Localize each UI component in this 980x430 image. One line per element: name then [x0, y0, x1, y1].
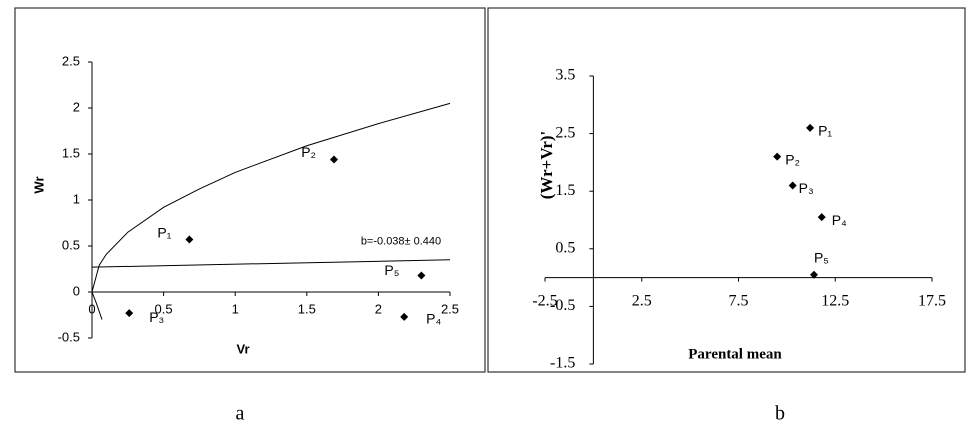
panel-frame [14, 7, 486, 373]
point-label: P₃ [149, 309, 164, 325]
y-tick-label: 3.5 [555, 67, 575, 84]
point-label: P₂ [785, 151, 800, 167]
point-label: P₃ [799, 180, 814, 196]
x-tick-label: 7.5 [729, 292, 749, 309]
y-tick-label: 1.5 [62, 145, 80, 160]
x-tick-label: 1.5 [298, 301, 316, 316]
data-point [185, 235, 194, 244]
data-point [773, 152, 782, 161]
x-tick-label: 2.5 [441, 301, 459, 316]
regression-line [91, 259, 451, 268]
data-point [330, 155, 339, 164]
y-tick-label: 2.5 [555, 124, 575, 141]
x-tick-label: -2.5 [532, 292, 557, 309]
y-tick-label: 0 [73, 283, 80, 298]
y-tick-label: 1.5 [555, 182, 575, 199]
panel-caption: b [775, 403, 785, 425]
x-tick-label: 2.5 [632, 292, 652, 309]
y-tick-label: 2.5 [62, 53, 80, 68]
regression-label: b=-0.038± 0.440 [361, 235, 441, 247]
y-tick-label: 2 [73, 99, 80, 114]
data-point [125, 309, 134, 318]
point-label: P₁ [157, 224, 171, 240]
x-tick-label: 2 [375, 301, 382, 316]
point-label: P₅ [814, 249, 829, 265]
y-tick-label: 1 [73, 191, 80, 206]
x-axis-label: Parental mean [688, 346, 782, 362]
x-tick-label: 17.5 [918, 292, 946, 309]
y-tick-label: 0.5 [555, 239, 575, 256]
y-tick-label: -1.5 [550, 355, 575, 372]
panel-frame [487, 7, 966, 373]
point-label: P₂ [301, 144, 316, 160]
point-label: P₄ [426, 311, 441, 327]
y-tick-label: -0.5 [58, 329, 80, 344]
data-point [788, 181, 797, 190]
y-axis-label: Wr [31, 176, 46, 193]
x-tick-label: 0 [88, 301, 95, 316]
point-label: P₄ [832, 212, 847, 228]
y-tick-label: -0.5 [550, 297, 575, 314]
x-tick-label: 12.5 [821, 292, 849, 309]
data-point [400, 312, 409, 321]
point-label: P₅ [384, 262, 399, 278]
data-point [817, 213, 826, 222]
data-point [809, 270, 818, 279]
data-point [417, 271, 426, 280]
panel-caption: a [236, 403, 245, 425]
point-label: P₁ [818, 123, 832, 139]
y-axis-label: (Wr+Vr)' [537, 131, 556, 200]
data-point [806, 123, 815, 132]
x-tick-label: 1 [232, 301, 239, 316]
y-tick-label: 0.5 [62, 237, 80, 252]
x-tick-label: 0.5 [155, 301, 173, 316]
parabola-curve [91, 102, 451, 320]
x-axis-label: Vr [236, 341, 249, 356]
